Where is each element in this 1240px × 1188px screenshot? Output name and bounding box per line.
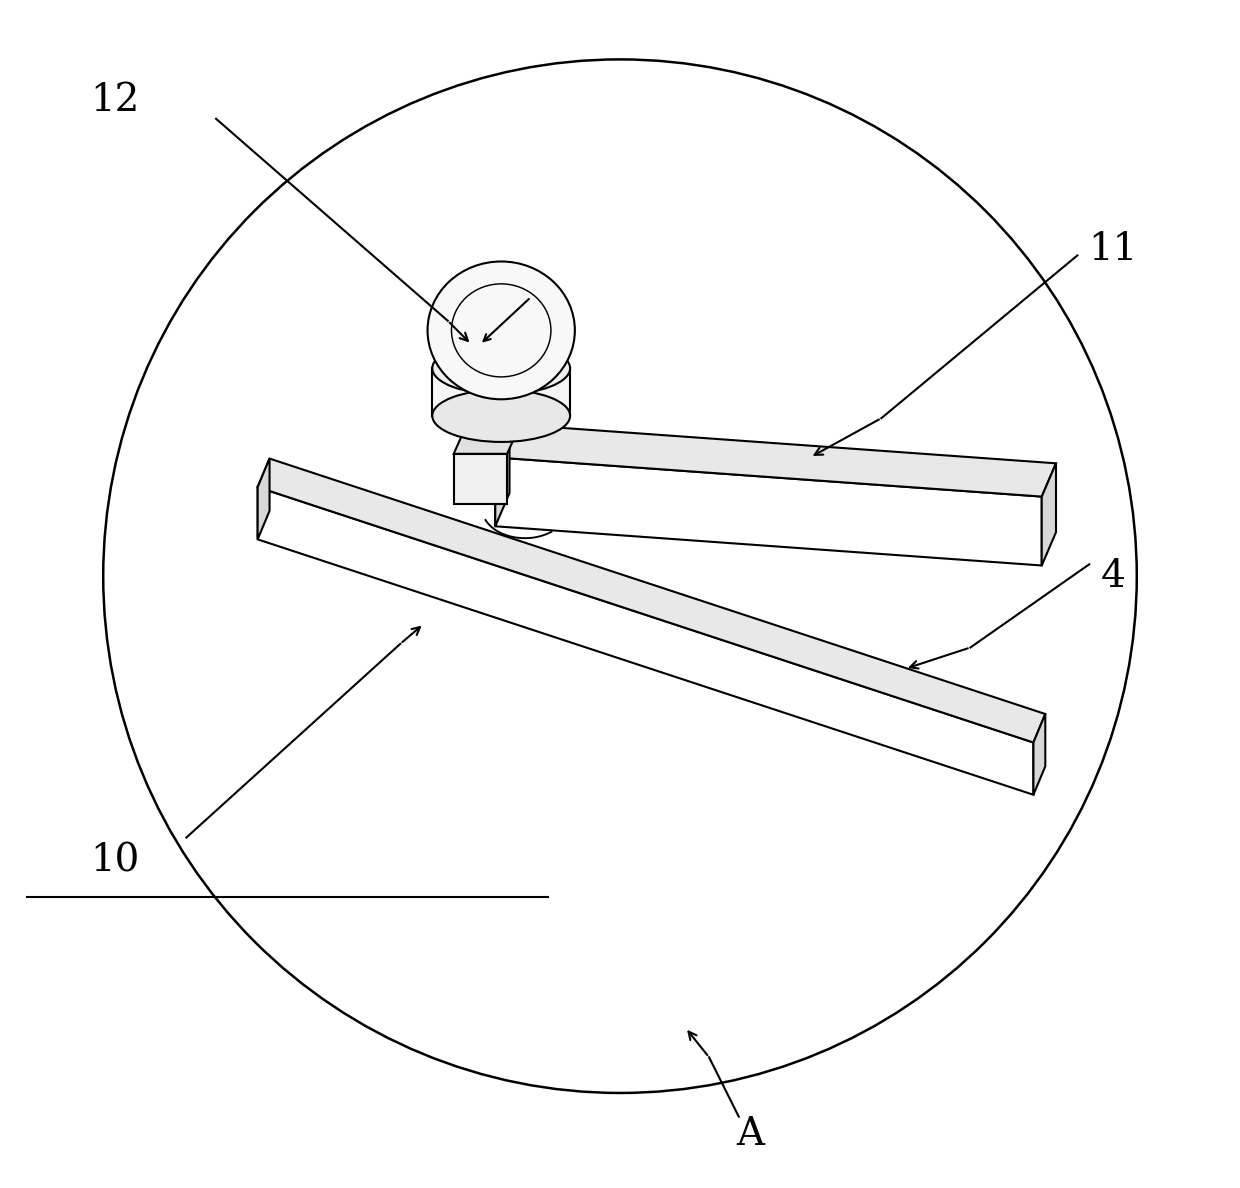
Text: A: A (737, 1116, 765, 1154)
Ellipse shape (428, 261, 575, 399)
Polygon shape (258, 487, 1033, 795)
Polygon shape (495, 424, 510, 526)
Polygon shape (1033, 714, 1045, 795)
Polygon shape (454, 432, 517, 454)
Text: 10: 10 (91, 842, 140, 880)
Text: 12: 12 (91, 82, 140, 120)
Polygon shape (433, 368, 570, 416)
Polygon shape (1042, 463, 1056, 565)
Polygon shape (258, 459, 269, 539)
Polygon shape (454, 454, 507, 504)
Polygon shape (495, 457, 1042, 565)
Polygon shape (258, 459, 1045, 742)
Ellipse shape (433, 390, 570, 442)
Text: 4: 4 (1101, 557, 1126, 595)
Text: 11: 11 (1089, 230, 1137, 268)
Polygon shape (495, 424, 1056, 497)
Ellipse shape (433, 342, 570, 394)
